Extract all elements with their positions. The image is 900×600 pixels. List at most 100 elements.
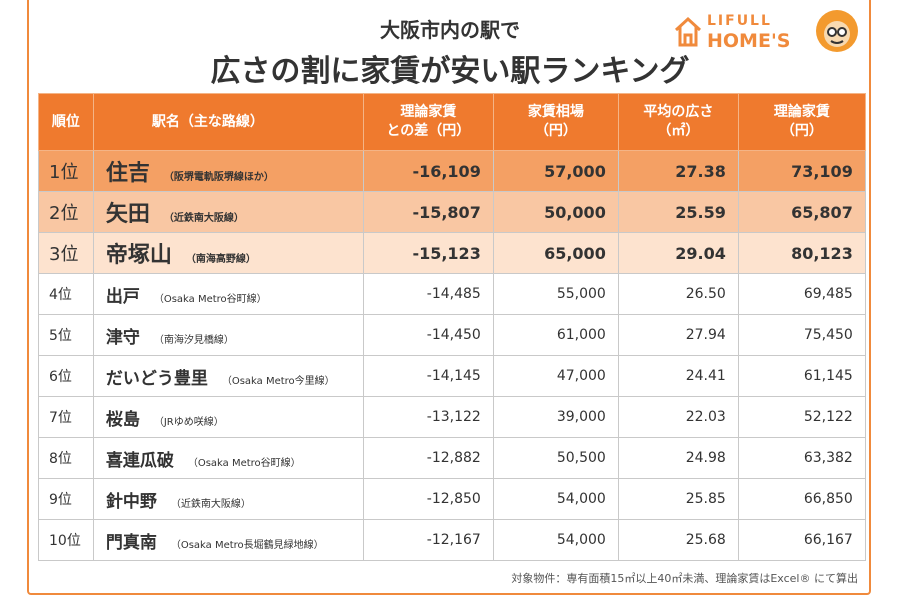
station-cell: 門真南 （Osaka Metro長堀鶴見緑地線） [92,519,364,561]
value-cell: 50,000 [492,191,619,233]
value-cell: -15,807 [362,191,494,233]
column-header: 理論家賃 （円） [737,93,866,151]
header-text: （㎡） [657,123,700,139]
station-cell: 針中野 （近鉄南大阪線） [92,478,364,520]
station-line: （Osaka Metro谷町線） [153,293,267,305]
station-cell: 津守 （南海汐見橋線） [92,314,364,356]
subtitle: 大阪市内の駅で [380,18,520,42]
station-name: 住吉 [105,161,150,186]
table-row: 6位 だいどう豊里 （Osaka Metro今里線） -14,145 47,000 24.… [38,355,866,397]
table-row: 4位 出戸 （Osaka Metro谷町線） -14,485 55,000 26.50 69… [38,273,866,315]
station-cell: だいどう豊里 （Osaka Metro今里線） [92,355,364,397]
station-cell: 出戸 （Osaka Metro谷町線） [92,273,364,315]
header-text: 平均の広さ [643,104,714,120]
value-cell: 63,382 [737,437,866,479]
title: 広さの割に家賃が安い駅ランキング [210,54,690,89]
value-cell: 25.68 [617,519,739,561]
station-line: （近鉄南大阪線） [163,213,244,224]
station-line: （JRゆめ咲線） [153,416,224,428]
rank: 7位 [38,396,94,438]
column-header: 家賃相場 （円） [492,93,619,151]
value-cell: -16,109 [362,150,494,192]
value-cell: -14,485 [362,273,494,315]
value-cell: 27.94 [617,314,739,356]
value-cell: 52,122 [737,396,866,438]
value-cell: -13,122 [362,396,494,438]
column-header: 順位 [38,93,94,151]
rank: 9位 [38,478,94,520]
value-cell: 66,167 [737,519,866,561]
station-name: 帝塚山 [105,243,172,268]
value-cell: -12,850 [362,478,494,520]
value-cell: 50,500 [492,437,619,479]
station-name: 津守 [105,327,140,348]
logo-text: LIFULL [707,13,772,29]
value-cell: 57,000 [492,150,619,192]
logo-text: HOME'S [707,30,791,52]
value-cell: -12,167 [362,519,494,561]
station-line: （阪堺電軌阪堺線ほか） [163,172,274,183]
value-cell: 22.03 [617,396,739,438]
value-cell: 54,000 [492,519,619,561]
logo-icon [674,16,702,47]
value-cell: -15,123 [362,232,494,274]
station-line: （近鉄南大阪線） [170,498,251,510]
value-cell: 24.41 [617,355,739,397]
station-line: （Osaka Metro長堀鶴見緑地線） [170,539,324,551]
value-cell: 75,450 [737,314,866,356]
value-cell: 27.38 [617,150,739,192]
header-text: 家賃相場 [527,104,584,120]
value-cell: 66,850 [737,478,866,520]
table-row: 2位 矢田 （近鉄南大阪線） -15,807 50,000 25.59 65,807 [38,191,866,233]
station-name: だいどう豊里 [105,368,208,389]
rank: 2位 [38,191,94,233]
value-cell: -14,145 [362,355,494,397]
header-text: 理論家賃 [773,104,830,120]
table-row: 8位 喜連瓜破 （Osaka Metro谷町線） -12,882 50,500 24.98… [38,437,866,479]
value-cell: 65,807 [737,191,866,233]
station-name: 出戸 [105,286,140,307]
mascot [816,10,858,52]
table-row: 7位 桜島 （JRゆめ咲線） -13,122 39,000 22.03 52,122 [38,396,866,438]
table-row: 1位 住吉 （阪堺電軌阪堺線ほか） -16,109 57,000 27.38 73,109 [38,150,866,192]
value-cell: 80,123 [737,232,866,274]
table-row: 10位 門真南 （Osaka Metro長堀鶴見緑地線） -12,167 54,000 2… [38,519,866,561]
value-cell: -14,450 [362,314,494,356]
header-text: 駅名（主な路線） [151,113,264,130]
value-cell: 39,000 [492,396,619,438]
rank: 4位 [38,273,94,315]
header-text: 順位 [51,113,80,130]
rank: 3位 [38,232,94,274]
value-cell: 61,000 [492,314,619,356]
station-line: （南海汐見橋線） [153,334,234,346]
value-cell: 25.85 [617,478,739,520]
station-name: 針中野 [105,491,157,512]
station-cell: 帝塚山 （南海高野線） [92,232,364,274]
table-row: 9位 針中野 （近鉄南大阪線） -12,850 54,000 25.85 66,850 [38,478,866,520]
header-text: （円） [780,123,823,139]
column-header: 駅名（主な路線） [92,93,364,151]
value-cell: 61,145 [737,355,866,397]
station-line: （Osaka Metro今里線） [221,375,335,387]
value-cell: 47,000 [492,355,619,397]
table-row: 5位 津守 （南海汐見橋線） -14,450 61,000 27.94 75,450 [38,314,866,356]
value-cell: 26.50 [617,273,739,315]
station-line: （南海高野線） [185,254,256,265]
header-text: との差（円） [386,123,471,139]
header-text: 理論家賃 [400,104,457,120]
station-cell: 矢田 （近鉄南大阪線） [92,191,364,233]
station-name: 桜島 [105,409,140,430]
value-cell: 25.59 [617,191,739,233]
header-text: （円） [534,123,577,139]
station-name: 喜連瓜破 [105,450,174,471]
rank: 8位 [38,437,94,479]
station-name: 門真南 [105,532,157,553]
rank: 5位 [38,314,94,356]
value-cell: 65,000 [492,232,619,274]
value-cell: -12,882 [362,437,494,479]
value-cell: 54,000 [492,478,619,520]
rank: 10位 [38,519,94,561]
ranking-table: 順位 駅名（主な路線） 理論家賃との差（円） 家賃相場 （円） 平均の広さ （㎡） 理論家賃 （… [38,93,866,561]
station-cell: 喜連瓜破 （Osaka Metro谷町線） [92,437,364,479]
